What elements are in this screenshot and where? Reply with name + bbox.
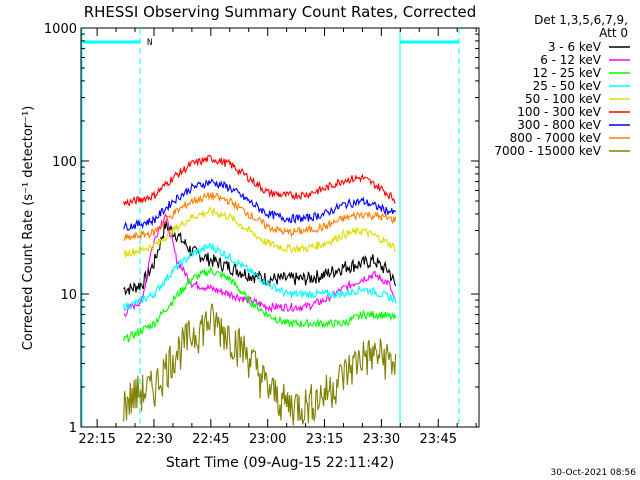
y-tick-label-3: 1000 xyxy=(44,22,77,37)
legend-label-7: 800 - 7000 keV xyxy=(510,131,602,145)
series-line-7 xyxy=(123,191,397,241)
legend-label-4: 50 - 100 keV xyxy=(525,92,602,106)
chart-title: RHESSI Observing Summary Count Rates, Co… xyxy=(84,3,477,21)
series-line-3 xyxy=(123,241,397,312)
plot-frame xyxy=(80,27,480,428)
series-layer xyxy=(123,154,397,426)
legend-label-6: 300 - 800 keV xyxy=(517,118,601,132)
legend-label-2: 12 - 25 keV xyxy=(533,66,602,80)
legend-header-line-1: Det 1,3,5,6,7,9, xyxy=(534,13,628,27)
y-axis-label: Corrected Count Rate (s⁻¹ detector⁻¹) xyxy=(21,106,36,351)
legend-label-3: 25 - 50 keV xyxy=(533,79,602,93)
legend-label-1: 6 - 12 keV xyxy=(540,53,602,67)
series-line-8 xyxy=(123,303,397,426)
series-line-6 xyxy=(123,178,397,231)
x-tick-label-2: 22:45 xyxy=(192,432,229,447)
x-tick-label-3: 23:00 xyxy=(249,432,286,447)
x-tick-label-5: 23:30 xyxy=(363,432,400,447)
x-tick-label-6: 23:45 xyxy=(420,432,457,447)
legend-header-line-2: Att 0 xyxy=(599,26,628,40)
footer-date: 30-Oct-2021 08:56 xyxy=(551,468,637,478)
legend-label-8: 7000 - 15000 keV xyxy=(494,144,601,158)
night-markers: N xyxy=(81,28,460,427)
axis-ticks: 22:15 22:30 22:45 23:00 23:15 23:30 23:45 1 10 10… xyxy=(44,22,479,447)
series-line-4 xyxy=(123,206,397,258)
x-tick-label-1: 22:30 xyxy=(135,432,172,447)
legend-label-0: 3 - 6 keV xyxy=(548,40,602,54)
x-tick-label-4: 23:15 xyxy=(306,432,343,447)
y-tick-label-1: 10 xyxy=(60,288,77,303)
x-axis-label: Start Time (09-Aug-15 22:11:42) xyxy=(166,455,394,471)
y-tick-label-0: 1 xyxy=(69,421,77,436)
night-marker-label: N xyxy=(147,38,152,48)
legend-label-5: 100 - 300 keV xyxy=(517,105,601,119)
x-tick-label-0: 22:15 xyxy=(78,432,115,447)
series-line-5 xyxy=(123,154,396,207)
y-tick-label-2: 100 xyxy=(52,155,77,170)
series-line-2 xyxy=(123,265,397,344)
